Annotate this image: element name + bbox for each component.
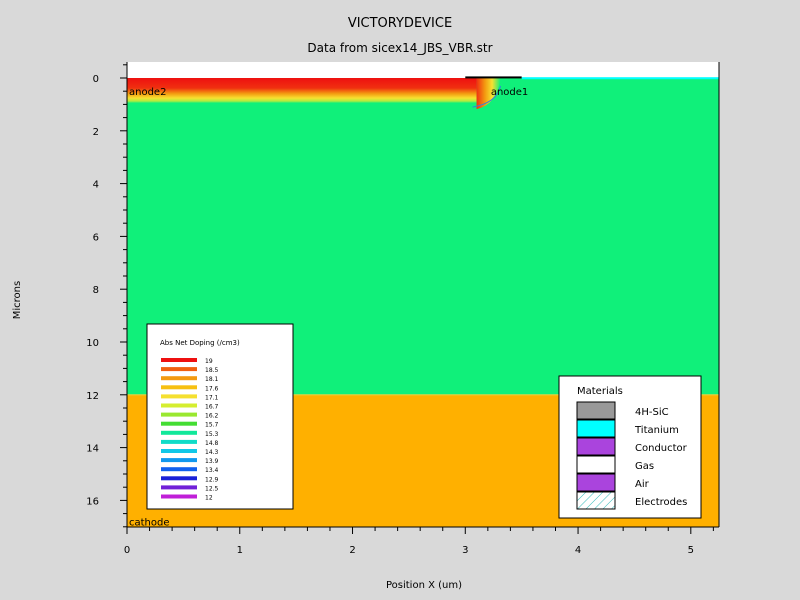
y-tick-label: 16 xyxy=(86,496,99,507)
materials-legend: Materials 4H-SiC Titanium Conductor Gas Air E… xyxy=(558,375,702,519)
doping-level-label: 16.2 xyxy=(205,413,219,420)
doping-legend-title: Abs Net Doping (/cm3) xyxy=(160,339,240,347)
material-swatch xyxy=(576,419,616,438)
y-axis-label: Microns xyxy=(12,281,23,319)
doping-level-label: 17.1 xyxy=(205,394,219,401)
doping-level-label: 19 xyxy=(205,358,213,365)
material-label: Electrodes xyxy=(635,497,687,508)
doping-swatch xyxy=(161,421,197,426)
doping-swatch xyxy=(161,358,197,362)
doping-swatch xyxy=(161,403,197,408)
material-swatch xyxy=(576,491,616,510)
chart-subtitle: Data from sicex14_JBS_VBR.str xyxy=(307,41,492,55)
doping-level-label: 15.7 xyxy=(205,422,219,429)
material-swatch xyxy=(576,455,616,474)
doping-level-label: 16.7 xyxy=(205,404,219,411)
materials-legend-title: Materials xyxy=(577,386,623,397)
material-label: Titanium xyxy=(634,425,679,436)
doping-level-label: 12.9 xyxy=(205,476,219,483)
electrode-labels: anode2 anode1 cathode xyxy=(129,87,528,528)
doping-swatch xyxy=(161,449,197,453)
doping-level-label: 17.6 xyxy=(205,385,219,392)
doping-swatch xyxy=(161,467,197,472)
region-p-implant xyxy=(127,78,477,104)
x-tick-label: 3 xyxy=(462,545,468,556)
material-label: Gas xyxy=(635,461,654,472)
y-tick-label: 2 xyxy=(93,127,99,138)
doping-swatch xyxy=(161,485,197,490)
y-tick-label: 14 xyxy=(86,444,99,455)
doping-swatch xyxy=(161,376,197,381)
x-tick-label: 1 xyxy=(237,545,243,556)
x-tick-label: 0 xyxy=(124,545,130,556)
material-swatch xyxy=(576,401,616,420)
material-label: 4H-SiC xyxy=(635,407,669,418)
doping-swatch xyxy=(161,385,197,390)
chart-title: VICTORYDEVICE xyxy=(348,16,452,31)
region-anode1-contact xyxy=(465,76,522,79)
doping-swatch xyxy=(161,458,197,463)
y-tick-label: 0 xyxy=(93,74,99,85)
y-tick-label: 6 xyxy=(93,232,99,243)
doping-swatch xyxy=(161,476,197,481)
material-label: Conductor xyxy=(635,443,688,454)
doping-level-label: 12.5 xyxy=(205,485,219,492)
electrode-label-anode1: anode1 xyxy=(491,87,528,98)
x-tick-label: 4 xyxy=(575,545,581,556)
doping-swatch xyxy=(161,430,197,435)
doping-swatch xyxy=(161,394,197,399)
y-tick-label: 12 xyxy=(86,391,99,402)
y-tick-label: 4 xyxy=(93,180,99,191)
doping-level-label: 13.4 xyxy=(205,467,219,474)
doping-level-label: 15.3 xyxy=(205,431,219,438)
doping-level-label: 18.1 xyxy=(205,376,219,383)
electrode-label-anode2: anode2 xyxy=(129,87,166,98)
doping-legend: Abs Net Doping (/cm3) 19 18.5 18.1 17.6 17.1… xyxy=(146,323,294,510)
electrode-label-cathode: cathode xyxy=(129,517,170,528)
doping-level-label: 12 xyxy=(205,495,213,502)
y-tick-label: 10 xyxy=(86,338,99,349)
doping-level-label: 14.3 xyxy=(205,449,219,456)
doping-swatch xyxy=(161,412,197,417)
region-p-implant-edge xyxy=(476,78,501,110)
doping-level-label: 18.5 xyxy=(205,367,219,374)
doping-swatch xyxy=(161,367,197,372)
material-swatch xyxy=(576,437,616,456)
material-swatch xyxy=(576,473,616,492)
doping-level-label: 13.9 xyxy=(205,458,219,465)
x-axis-label: Position X (um) xyxy=(386,580,462,591)
doping-swatch xyxy=(161,494,197,499)
y-tick-label: 8 xyxy=(93,285,99,296)
x-tick-label: 2 xyxy=(349,545,355,556)
x-tick-label: 5 xyxy=(688,545,694,556)
region-titanium xyxy=(521,77,719,80)
doping-level-label: 14.8 xyxy=(205,440,219,447)
region-p-implant-contour xyxy=(472,85,502,108)
doping-swatch xyxy=(161,439,197,444)
material-label: Air xyxy=(635,479,650,490)
